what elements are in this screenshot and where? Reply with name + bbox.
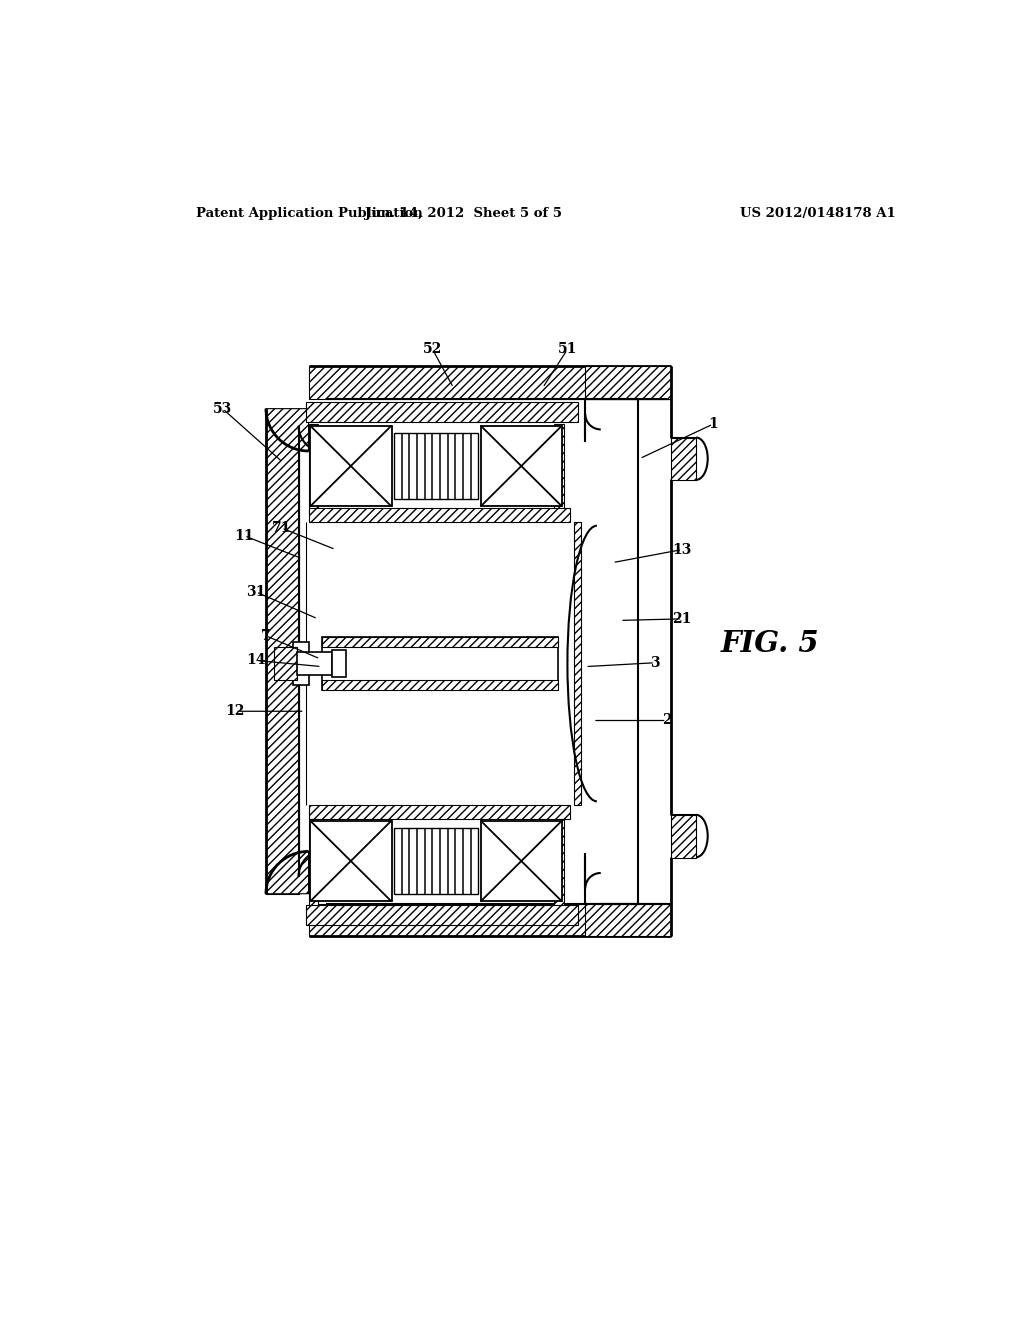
Text: 13: 13 — [673, 543, 692, 557]
Bar — [308, 508, 569, 521]
Bar — [308, 367, 671, 399]
Text: US 2012/0148178 A1: US 2012/0148178 A1 — [740, 207, 896, 220]
Bar — [306, 403, 578, 422]
Text: 51: 51 — [558, 342, 578, 356]
Text: 2: 2 — [662, 714, 672, 727]
Bar — [322, 636, 558, 647]
Bar — [671, 438, 696, 480]
Bar — [480, 821, 562, 902]
Text: 11: 11 — [234, 529, 254, 543]
Text: FIG. 5: FIG. 5 — [721, 630, 819, 657]
Bar — [573, 521, 582, 805]
Text: 1: 1 — [709, 417, 718, 432]
Bar — [297, 652, 332, 675]
Text: 7: 7 — [261, 628, 270, 643]
Wedge shape — [266, 851, 308, 894]
Text: 53: 53 — [213, 401, 232, 416]
Bar — [480, 425, 562, 507]
Bar — [332, 649, 346, 677]
Text: 52: 52 — [423, 342, 442, 356]
Text: 21: 21 — [673, 612, 692, 626]
Bar — [554, 818, 563, 908]
Bar — [322, 680, 558, 690]
Bar — [273, 647, 297, 681]
Bar — [394, 829, 478, 894]
Bar — [310, 425, 391, 507]
Text: 71: 71 — [271, 521, 291, 535]
Bar — [394, 433, 478, 499]
Bar — [586, 904, 671, 936]
Bar — [308, 805, 569, 818]
Text: Patent Application Publication: Patent Application Publication — [197, 207, 423, 220]
Bar — [671, 816, 696, 858]
Text: Jun. 14, 2012  Sheet 5 of 5: Jun. 14, 2012 Sheet 5 of 5 — [366, 207, 562, 220]
Bar — [308, 424, 317, 512]
Text: 14: 14 — [246, 653, 265, 668]
Bar — [266, 409, 299, 894]
Bar — [554, 424, 563, 512]
Text: 3: 3 — [650, 656, 659, 669]
Bar — [308, 904, 671, 936]
Bar — [322, 636, 558, 690]
Text: 31: 31 — [246, 585, 265, 599]
Text: 12: 12 — [225, 705, 245, 718]
Wedge shape — [266, 409, 308, 451]
Bar — [308, 818, 317, 908]
Bar — [306, 906, 578, 924]
Bar — [586, 367, 671, 399]
Bar — [310, 821, 391, 902]
Bar — [293, 642, 308, 685]
